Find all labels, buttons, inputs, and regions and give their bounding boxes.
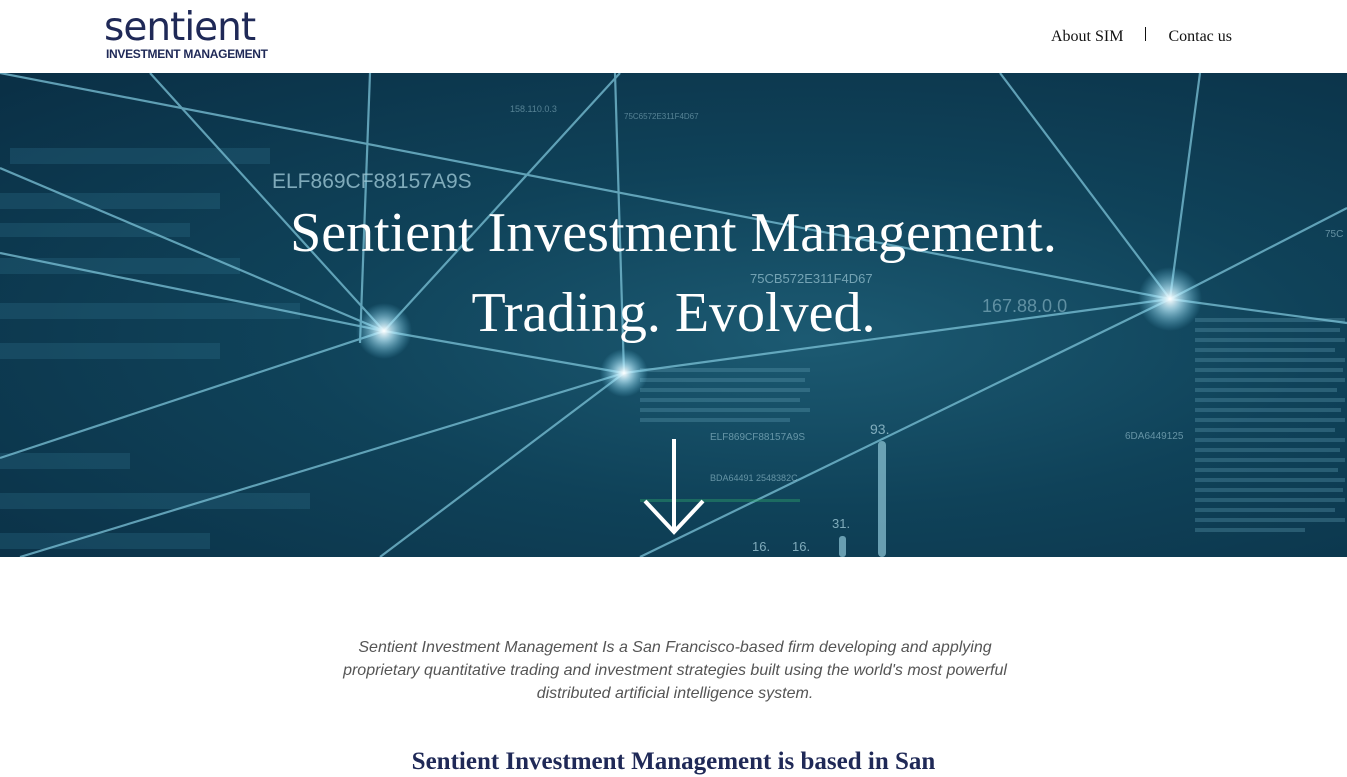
logo-subline: INVESTMENT MANAGEMENT [106, 47, 268, 61]
bg-text-hex1: ELF869CF88157A9S [272, 170, 472, 193]
network-background: ELF869CF88157A9S 75CB572E311F4D67 167.88… [0, 73, 1347, 557]
bg-text-hex4: 75C [1325, 229, 1343, 240]
bg-text-hex2: 75CB572E311F4D67 [750, 271, 873, 286]
nav-about-sim[interactable]: About SIM [1051, 28, 1124, 45]
hero-title-line1: Sentient Investment Management. [290, 202, 1057, 264]
nav-divider [1145, 27, 1147, 41]
bg-text-num3: 31. [832, 516, 850, 531]
bg-text-num2: 93. [870, 421, 889, 437]
hero-banner: ELF869CF88157A9S 75CB572E311F4D67 167.88… [0, 73, 1347, 557]
bg-text-num6: 158.110.0.3 [510, 104, 557, 114]
location-heading: Sentient Investment Management is based … [411, 748, 936, 775]
company-logo[interactable]: sentient INVESTMENT MANAGEMENT [104, 5, 268, 61]
hero-title-line2: Trading. Evolved. [471, 282, 876, 344]
bg-text-hex6: ELF869CF88157A9S [710, 432, 805, 443]
logo-wordmark: sentient [104, 5, 256, 50]
main-nav: About SIM Contac us [1051, 27, 1232, 47]
site-header: sentient INVESTMENT MANAGEMENT About SIM… [0, 0, 1347, 73]
bg-text-hex3: 6DA6449125 [1125, 431, 1184, 442]
bg-text-num4: 16. [752, 539, 770, 554]
bg-text-hex5: 75C6572E311F4D67 [624, 112, 699, 121]
arrow-down-icon [643, 439, 705, 535]
bg-text-hex7: BDA64491 2548382C [710, 473, 798, 483]
scroll-down-button[interactable] [641, 437, 707, 542]
bg-text-num1: 167.88.0.0 [982, 296, 1067, 316]
bg-text-num5: 16. [792, 539, 810, 554]
intro-paragraph: Sentient Investment Management Is a San … [343, 639, 1007, 702]
nav-contact-us[interactable]: Contac us [1168, 28, 1232, 45]
